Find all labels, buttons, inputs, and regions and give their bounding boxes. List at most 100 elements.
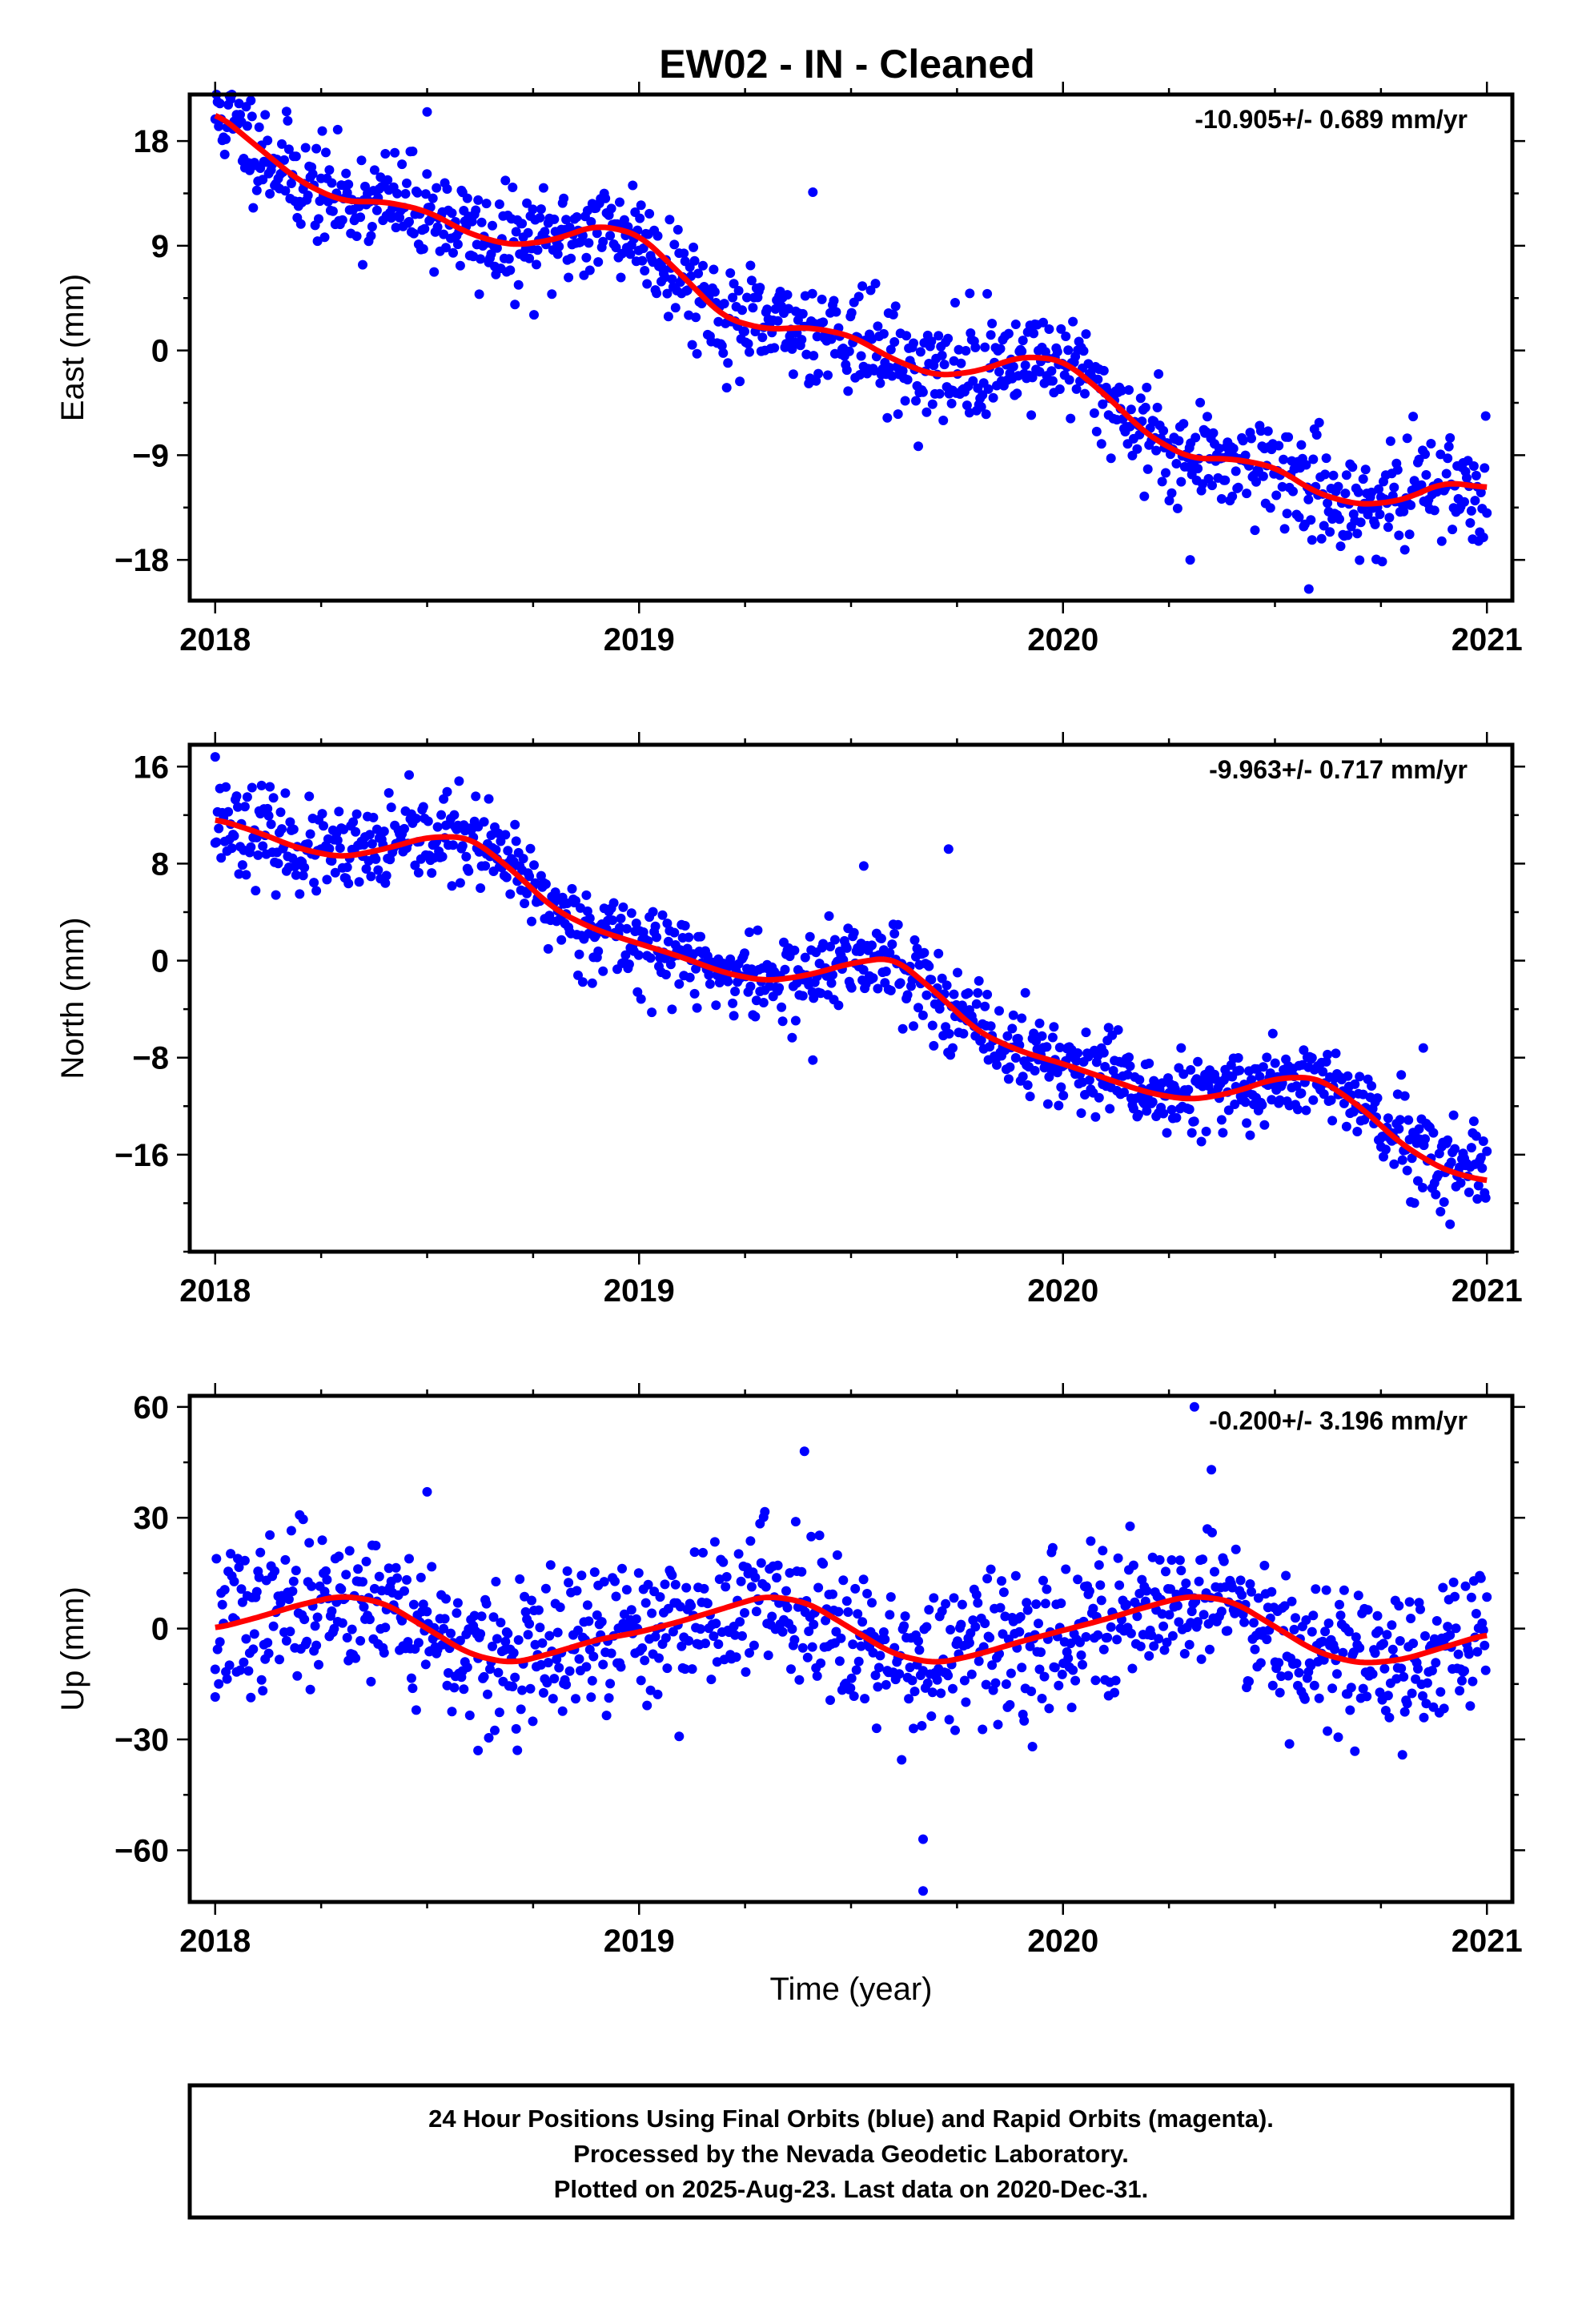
data-point bbox=[1258, 1062, 1268, 1072]
data-point bbox=[871, 1723, 881, 1734]
data-point bbox=[1460, 497, 1469, 507]
data-point bbox=[533, 1605, 544, 1615]
data-point bbox=[619, 1609, 629, 1619]
data-point bbox=[564, 272, 574, 283]
data-point bbox=[926, 975, 937, 985]
data-point bbox=[1404, 529, 1415, 540]
data-point bbox=[755, 283, 765, 293]
data-point bbox=[554, 241, 564, 251]
data-point bbox=[1166, 488, 1177, 498]
data-point bbox=[741, 1667, 751, 1677]
data-point bbox=[1314, 1693, 1324, 1703]
data-point bbox=[493, 1667, 504, 1678]
data-point bbox=[1171, 459, 1182, 468]
data-point bbox=[1091, 426, 1102, 436]
data-point bbox=[645, 1685, 656, 1695]
data-point bbox=[1482, 508, 1492, 518]
data-point bbox=[1132, 444, 1142, 454]
data-point bbox=[397, 159, 408, 170]
data-point bbox=[1420, 1134, 1430, 1144]
data-point bbox=[298, 1514, 308, 1525]
data-point bbox=[1142, 1106, 1152, 1116]
data-point bbox=[1227, 491, 1238, 501]
data-point bbox=[1158, 1621, 1169, 1631]
data-point bbox=[1071, 1055, 1082, 1066]
data-point bbox=[1395, 1636, 1405, 1646]
data-point bbox=[1307, 1626, 1317, 1637]
data-point bbox=[1343, 530, 1353, 541]
data-point bbox=[1066, 1703, 1077, 1713]
data-point bbox=[1014, 1626, 1025, 1637]
data-point bbox=[1098, 1047, 1109, 1058]
data-point bbox=[909, 935, 920, 945]
data-point bbox=[1047, 1542, 1058, 1553]
data-point bbox=[1006, 1668, 1016, 1679]
data-point bbox=[420, 1659, 431, 1670]
data-point bbox=[745, 1536, 756, 1546]
data-point bbox=[717, 340, 727, 351]
data-point bbox=[364, 830, 375, 840]
data-point bbox=[760, 1506, 770, 1517]
data-point bbox=[447, 1707, 457, 1717]
data-point bbox=[504, 254, 514, 264]
data-point bbox=[1110, 1687, 1120, 1698]
data-point bbox=[422, 169, 432, 179]
data-point bbox=[226, 1549, 236, 1559]
data-point bbox=[1189, 1401, 1199, 1412]
data-point bbox=[530, 878, 540, 888]
data-point bbox=[846, 983, 857, 993]
data-point bbox=[410, 860, 420, 870]
data-point bbox=[586, 217, 596, 227]
data-point bbox=[1095, 1580, 1106, 1590]
data-point bbox=[633, 1568, 644, 1578]
data-point bbox=[913, 1636, 923, 1647]
data-point bbox=[361, 864, 371, 874]
data-point bbox=[1042, 1584, 1052, 1594]
data-point bbox=[1326, 1095, 1336, 1105]
data-point bbox=[1372, 1093, 1383, 1104]
data-point bbox=[1408, 1638, 1419, 1649]
data-point bbox=[1415, 1604, 1425, 1614]
data-point bbox=[303, 838, 313, 849]
data-point bbox=[867, 940, 877, 951]
data-point bbox=[442, 786, 452, 797]
data-point bbox=[873, 1682, 883, 1692]
data-point bbox=[1422, 1678, 1432, 1688]
data-point bbox=[870, 1671, 881, 1680]
data-point bbox=[1005, 1699, 1015, 1710]
data-point bbox=[286, 179, 296, 188]
data-point bbox=[976, 402, 986, 412]
data-point bbox=[993, 1719, 1003, 1730]
data-point bbox=[1255, 1072, 1265, 1082]
data-point bbox=[1056, 324, 1066, 334]
data-point bbox=[751, 1606, 761, 1617]
data-point bbox=[1341, 1121, 1351, 1132]
data-point bbox=[682, 285, 693, 296]
data-point bbox=[265, 782, 275, 792]
data-point bbox=[400, 189, 411, 199]
data-point bbox=[1227, 1582, 1238, 1593]
data-point bbox=[217, 1599, 227, 1610]
data-point bbox=[285, 817, 295, 827]
data-point bbox=[1416, 480, 1427, 490]
data-point bbox=[561, 1679, 572, 1690]
y-tick-label: −8 bbox=[132, 1041, 169, 1076]
data-point bbox=[1308, 1095, 1319, 1105]
data-point bbox=[263, 1648, 274, 1659]
data-point bbox=[934, 331, 944, 341]
data-point bbox=[471, 205, 481, 215]
data-point bbox=[582, 1600, 592, 1610]
data-point bbox=[235, 1665, 245, 1675]
data-point bbox=[982, 288, 993, 299]
data-point bbox=[223, 806, 234, 817]
data-point bbox=[525, 843, 536, 854]
y-tick-label: −18 bbox=[114, 543, 169, 578]
data-point bbox=[696, 931, 705, 942]
data-point bbox=[918, 1834, 928, 1844]
data-point bbox=[730, 1630, 741, 1640]
data-point bbox=[300, 143, 311, 153]
data-point bbox=[808, 1055, 818, 1065]
data-point bbox=[1017, 1663, 1027, 1673]
north-rate-label: -9.963+/- 0.717 mm/yr bbox=[1209, 755, 1468, 784]
data-point bbox=[661, 970, 671, 979]
